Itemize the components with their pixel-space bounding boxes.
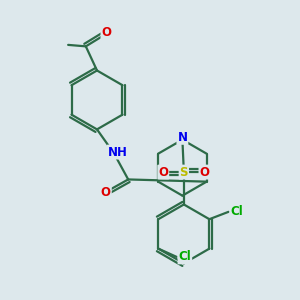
Text: Cl: Cl: [230, 205, 243, 218]
Text: O: O: [101, 187, 111, 200]
Text: S: S: [180, 166, 188, 178]
Text: NH: NH: [108, 146, 127, 159]
Text: O: O: [101, 26, 111, 39]
Text: Cl: Cl: [178, 250, 191, 263]
Text: N: N: [177, 131, 188, 144]
Text: O: O: [158, 166, 168, 178]
Text: O: O: [200, 166, 209, 178]
